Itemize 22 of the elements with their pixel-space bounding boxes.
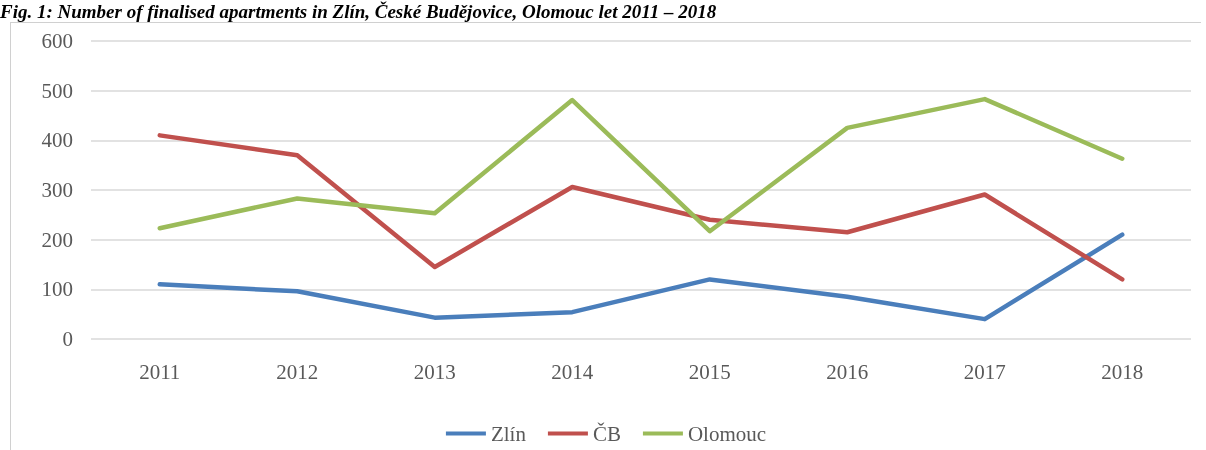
y-tick-label: 300 (41, 178, 73, 202)
x-tick-label: 2014 (551, 359, 594, 384)
y-tick-label: 400 (41, 128, 73, 153)
y-tick-label: 600 (41, 29, 73, 53)
y-tick-label: 500 (41, 78, 73, 103)
x-tick-label: 2017 (963, 359, 1006, 384)
line-series (157, 96, 1125, 234)
chart-title: Fig. 1: Number of finalised apartments in Zlín, České Budějovice, Olomouc let 2011 – 2018 (0, 1, 717, 23)
legend-label: ČB (592, 421, 621, 446)
x-tick-label: 2018 (1101, 359, 1144, 384)
legend-label: Olomouc (687, 421, 767, 446)
legend-label: Zlín (490, 421, 527, 446)
y-tick-label: 0 (62, 327, 73, 351)
line-series (157, 133, 1125, 282)
x-tick-label: 2016 (826, 359, 869, 384)
y-tick-label: 200 (41, 227, 73, 252)
x-tick-label: 2012 (276, 359, 319, 384)
x-tick-label: 2013 (413, 359, 456, 384)
y-tick-label: 100 (41, 277, 73, 302)
line-series (157, 232, 1125, 322)
x-tick-label: 2015 (688, 359, 731, 384)
x-tick-label: 2011 (139, 359, 181, 384)
